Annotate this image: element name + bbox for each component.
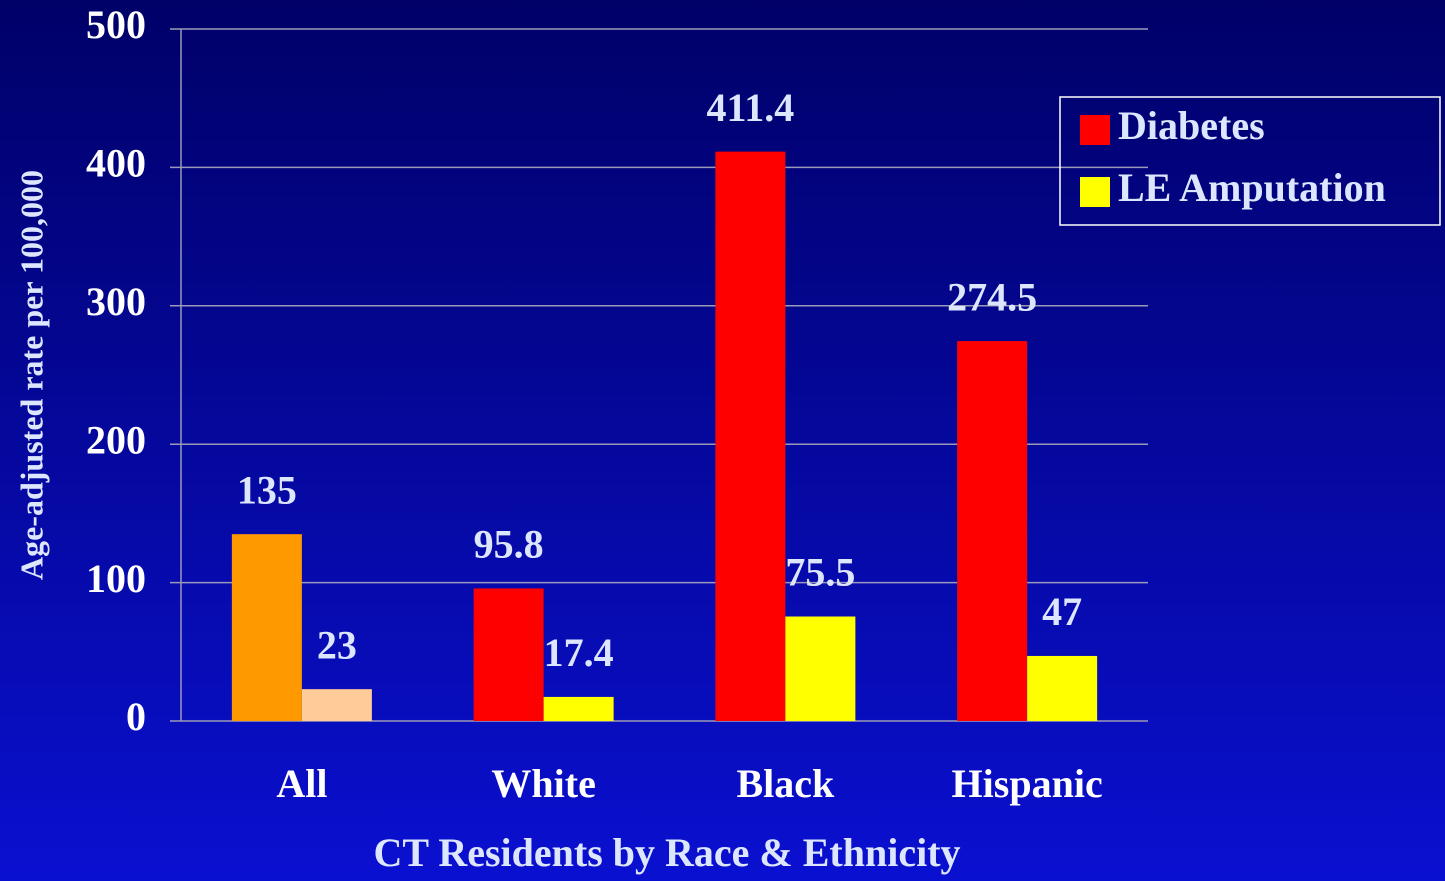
y-tick-label: 100 xyxy=(86,556,146,601)
x-tick-label: White xyxy=(491,761,595,806)
legend-label: Diabetes xyxy=(1118,103,1265,148)
bar xyxy=(957,341,1028,721)
bar xyxy=(785,616,856,721)
data-label: 47 xyxy=(1042,589,1082,634)
bar xyxy=(715,151,786,721)
bar xyxy=(231,534,302,721)
legend-swatch xyxy=(1080,177,1110,207)
y-tick-label: 400 xyxy=(86,141,146,186)
y-tick-label: 300 xyxy=(86,279,146,324)
y-tick-label: 0 xyxy=(126,694,146,739)
bar xyxy=(301,689,372,721)
x-tick-label: All xyxy=(276,761,327,806)
legend-box xyxy=(1059,96,1441,226)
data-label: 75.5 xyxy=(785,550,855,595)
bar xyxy=(543,696,614,721)
x-tick-label: Black xyxy=(736,761,835,806)
data-label: 23 xyxy=(317,622,357,667)
data-label: 17.4 xyxy=(544,630,614,675)
legend-swatch xyxy=(1080,115,1110,145)
y-tick-label: 200 xyxy=(86,417,146,462)
data-label: 411.4 xyxy=(706,85,794,130)
data-label: 274.5 xyxy=(947,274,1037,319)
y-axis-title: Age-adjusted rate per 100,000 xyxy=(13,170,49,580)
bar xyxy=(473,588,544,721)
x-axis-title: CT Residents by Race & Ethnicity xyxy=(373,830,960,875)
bar xyxy=(1027,655,1098,721)
data-label: 135 xyxy=(237,467,297,512)
x-tick-label: Hispanic xyxy=(952,761,1103,806)
y-tick-label: 500 xyxy=(86,2,146,47)
data-label: 95.8 xyxy=(474,522,544,567)
legend-label: LE Amputation xyxy=(1118,165,1386,210)
